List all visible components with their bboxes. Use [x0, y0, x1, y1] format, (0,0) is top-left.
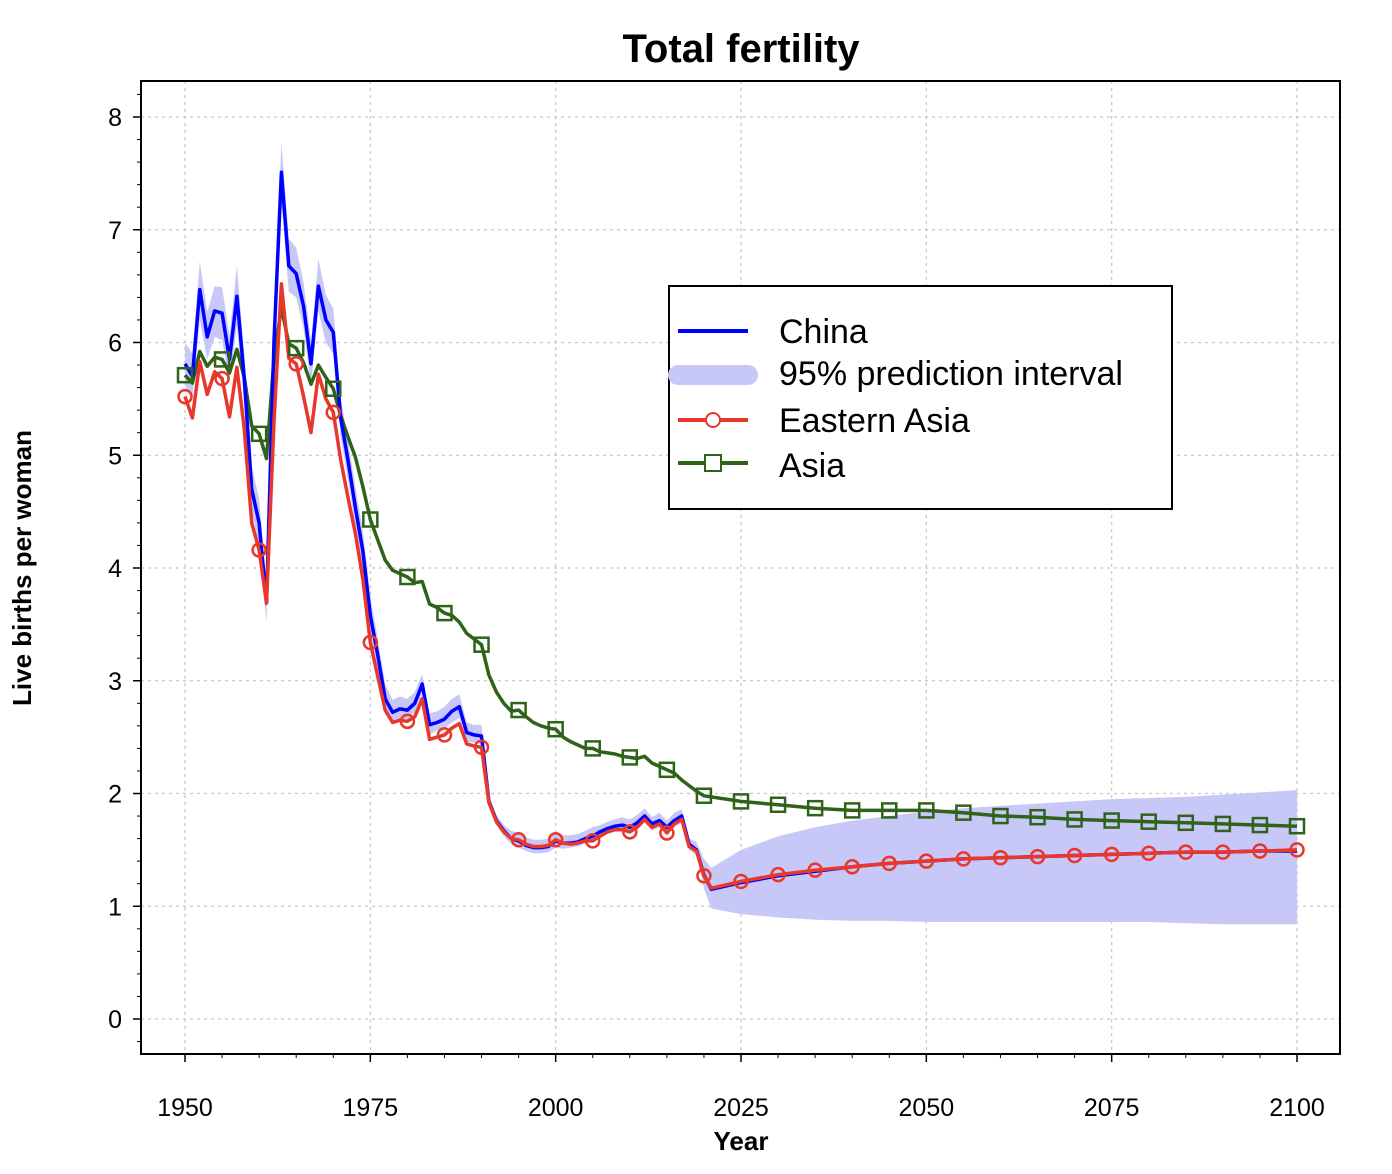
asia-marker	[1103, 812, 1120, 829]
x-tick-label: 2050	[899, 1094, 955, 1122]
asia-marker	[955, 804, 972, 821]
legend-eastern-asia-label: Eastern Asia	[779, 402, 970, 440]
asia-marker	[1140, 813, 1157, 830]
eastern-asia-marker	[1029, 848, 1046, 865]
eastern-asia-marker	[1103, 846, 1120, 863]
y-tick-label: 0	[108, 1006, 122, 1034]
asia-marker	[1214, 815, 1232, 833]
chart-title: Total fertility	[622, 27, 860, 71]
asia-marker	[547, 720, 564, 738]
eastern-asia-marker	[1140, 845, 1157, 862]
legend-asia-label: Asia	[779, 447, 845, 485]
asia-marker	[584, 740, 601, 757]
asia-marker	[325, 380, 342, 397]
asia-marker	[843, 802, 861, 819]
eastern-asia-marker	[807, 862, 823, 878]
eastern-asia-marker	[325, 404, 342, 421]
asia-line	[183, 305, 1298, 828]
eastern-asia-marker	[622, 824, 638, 840]
asia-marker	[1288, 817, 1306, 835]
x-tick-label: 1950	[157, 1094, 213, 1122]
eastern-asia-marker	[547, 831, 564, 848]
y-tick-label: 4	[108, 555, 122, 583]
x-tick-label: 2075	[1084, 1094, 1140, 1122]
legend-china-label: China	[779, 313, 868, 351]
asia-marker	[399, 568, 416, 586]
eastern-asia-marker	[584, 833, 601, 849]
eastern-asia-marker	[436, 727, 453, 743]
eastern-asia-marker	[918, 853, 935, 869]
y-tick-label: 5	[108, 442, 122, 470]
axes: 1950 1975 2000 2025 2050 2075 2100 0 1 2 3 4 5 6 7 8	[108, 93, 1325, 1122]
x-tick-label: 2000	[528, 1094, 584, 1122]
asia-marker	[1029, 808, 1046, 826]
legend-box	[668, 285, 1173, 510]
eastern-asia-line	[183, 282, 1298, 890]
eastern-asia-marker	[1215, 844, 1231, 860]
asia-marker	[695, 787, 713, 805]
eastern-asia-marker	[362, 634, 379, 651]
y-tick-label: 3	[108, 668, 122, 696]
asia-marker	[436, 604, 453, 622]
y-tick-label: 1	[108, 893, 122, 921]
legend-asia-marker	[704, 454, 722, 472]
eastern-asia-marker	[1178, 844, 1194, 860]
eastern-asia-marker	[214, 370, 230, 387]
y-tick-label: 2	[108, 781, 122, 809]
y-axis-title: Live births per woman	[7, 430, 37, 706]
asia-marker	[806, 799, 824, 817]
eastern-asia-marker	[177, 388, 193, 405]
y-tick-label: 7	[108, 217, 122, 245]
series-lines	[183, 170, 1298, 892]
eastern-asia-marker	[251, 542, 267, 558]
asia-marker	[473, 636, 490, 653]
y-tick-label: 6	[108, 330, 122, 358]
eastern-asia-marker	[770, 866, 786, 883]
asia-marker	[213, 351, 231, 368]
asia-marker	[176, 366, 194, 384]
y-tick-label: 8	[108, 104, 122, 132]
eastern-asia-marker	[659, 825, 675, 841]
eastern-asia-marker	[399, 713, 416, 730]
eastern-asia-marker	[844, 859, 860, 875]
asia-marker	[362, 511, 379, 528]
asia-marker	[1066, 811, 1083, 828]
eastern-asia-marker	[955, 851, 972, 867]
asia-marker	[658, 761, 676, 779]
eastern-asia-marker	[881, 855, 898, 872]
asia-marker	[992, 807, 1009, 825]
asia-marker	[769, 796, 787, 814]
legend-interval-label: 95% prediction interval	[779, 355, 1123, 393]
eastern-asia-marker	[510, 831, 527, 848]
eastern-asia-marker	[733, 873, 749, 890]
eastern-asia-marker	[992, 850, 1009, 866]
eastern-asia-marker	[696, 868, 712, 884]
asia-marker	[510, 701, 527, 719]
series-markers	[176, 339, 1306, 890]
eastern-asia-marker	[473, 739, 490, 756]
asia-marker	[1177, 814, 1195, 832]
asia-marker	[881, 802, 898, 819]
asia-marker	[732, 793, 750, 810]
asia-marker	[250, 425, 268, 443]
asia-marker	[287, 339, 305, 357]
x-tick-label: 2025	[713, 1094, 769, 1122]
x-tick-label: 1975	[343, 1094, 399, 1122]
gridlines	[141, 81, 1340, 1054]
x-tick-label: 2100	[1269, 1094, 1325, 1122]
x-axis-title: Year	[714, 1126, 769, 1156]
asia-marker	[621, 749, 639, 766]
eastern-asia-marker	[1252, 843, 1268, 859]
asia-marker	[1251, 816, 1269, 834]
legend-eastern-asia-marker	[705, 412, 721, 428]
asia-marker	[918, 802, 935, 819]
eastern-asia-marker	[1066, 847, 1083, 864]
eastern-asia-marker	[288, 356, 304, 372]
legend: China 95% prediction interval Eastern As…	[668, 285, 1173, 510]
eastern-asia-marker	[1289, 842, 1305, 858]
